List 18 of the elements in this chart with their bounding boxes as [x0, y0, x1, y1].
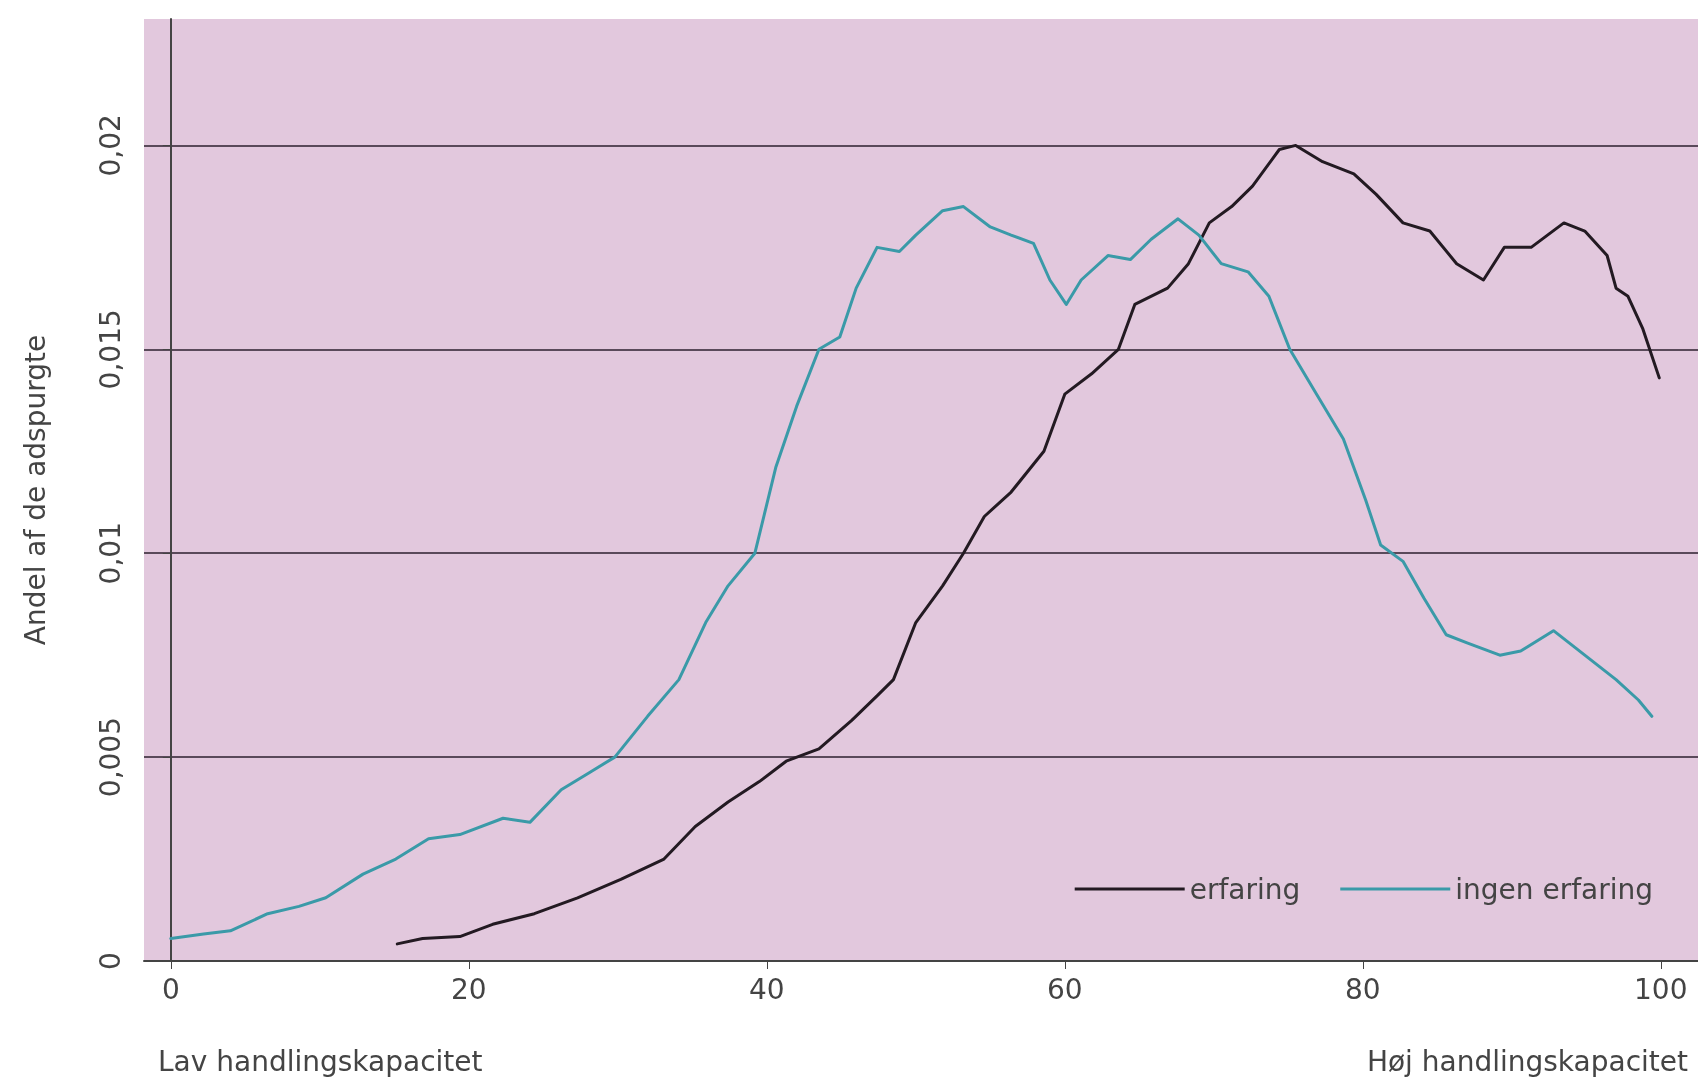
text: Høj handlingskapacitet	[1366, 1044, 1689, 1078]
x-tick-label: 0	[161, 972, 180, 1006]
y-tick-label: 0,02	[93, 114, 127, 177]
x-tick-label: 80	[1344, 972, 1381, 1006]
y-tick-label: 0	[93, 952, 127, 970]
x-tick-label: 100	[1634, 972, 1688, 1006]
legend-label: ingen erfaring	[1455, 872, 1654, 906]
x-tick-label: 60	[1046, 972, 1083, 1006]
line-series	[395, 143, 1661, 946]
x-tick-label: 40	[748, 972, 785, 1006]
y-tick-label: 0,005	[93, 717, 127, 798]
y-tick-label: 0,015	[93, 309, 127, 390]
x-tick-label: 20	[450, 972, 487, 1006]
y-axis-title: Andel af de adspurgte	[18, 334, 52, 646]
text: Lav handlingskapacitet	[158, 1044, 483, 1078]
y-tick-label: 0,01	[93, 522, 127, 585]
legend-label: erfaring	[1189, 872, 1301, 906]
line-series	[169, 205, 1654, 941]
